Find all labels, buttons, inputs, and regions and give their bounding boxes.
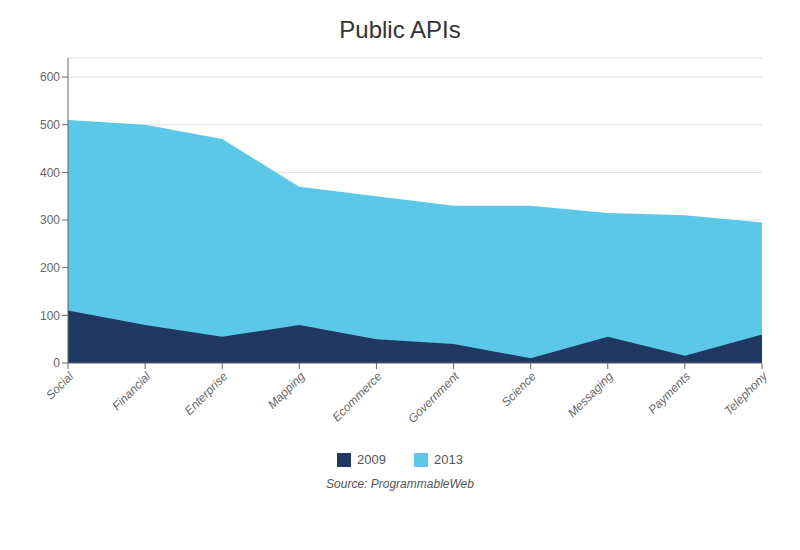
html-text:2013: 2013 (434, 452, 463, 467)
svg-text:Messaging: Messaging (565, 369, 616, 420)
svg-text:Telephony: Telephony (721, 369, 770, 418)
html-text:Public APIs: Public APIs (339, 16, 461, 43)
svg-text:Financial: Financial (109, 369, 153, 413)
svg-text:Ecommerce: Ecommerce (329, 369, 384, 424)
svg-text:300: 300 (40, 213, 60, 227)
html-text:2009: 2009 (357, 452, 386, 467)
svg-text:200: 200 (40, 261, 60, 275)
svg-text:600: 600 (40, 70, 60, 84)
svg-text:Government: Government (405, 369, 462, 426)
svg-text:Payments: Payments (645, 369, 693, 417)
svg-text:Mapping: Mapping (265, 369, 308, 412)
svg-text:0: 0 (53, 356, 60, 370)
svg-text:Social: Social (43, 369, 76, 402)
html-text:Source: ProgrammableWeb: Source: ProgrammableWeb (326, 477, 474, 491)
svg-text:Enterprise: Enterprise (182, 369, 231, 418)
svg-text:100: 100 (40, 309, 60, 323)
svg-text:Science: Science (499, 369, 539, 409)
svg-text:500: 500 (40, 118, 60, 132)
svg-text:400: 400 (40, 166, 60, 180)
